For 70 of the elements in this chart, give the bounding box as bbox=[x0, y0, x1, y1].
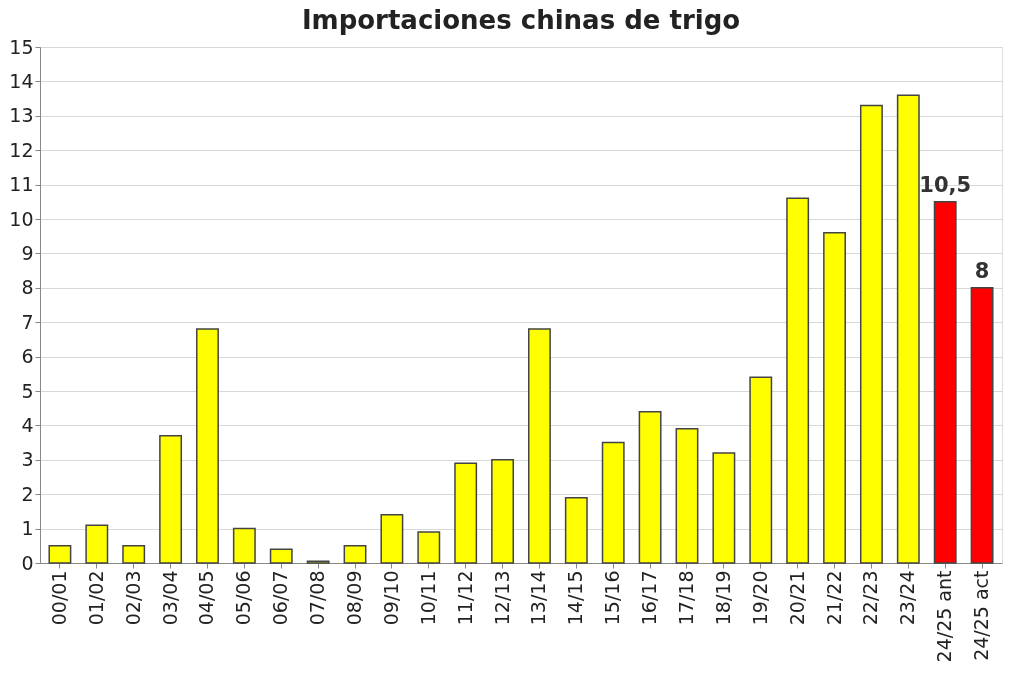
bar bbox=[638, 410, 662, 564]
bar bbox=[232, 527, 256, 564]
bar bbox=[601, 441, 625, 564]
y-tick-label: 15 bbox=[9, 35, 34, 58]
x-tick-label: 23/24 bbox=[896, 570, 919, 626]
bar bbox=[859, 104, 883, 564]
y-tick-label: 10 bbox=[9, 207, 34, 230]
bar bbox=[343, 545, 367, 564]
x-tick-label: 20/21 bbox=[785, 570, 808, 626]
y-tick-label: 7 bbox=[21, 310, 34, 333]
y-tick-label: 5 bbox=[21, 379, 34, 402]
x-tick-label: 02/03 bbox=[121, 570, 144, 626]
y-tick-label: 9 bbox=[21, 241, 34, 264]
y-tick-label: 4 bbox=[21, 413, 34, 436]
x-tick-label: 07/08 bbox=[306, 570, 329, 626]
y-tick-label: 2 bbox=[21, 482, 34, 505]
bar bbox=[48, 545, 72, 564]
x-tick-label: 21/22 bbox=[822, 570, 845, 626]
bar bbox=[159, 434, 183, 564]
x-tick-label: 22/23 bbox=[859, 570, 882, 626]
bar bbox=[970, 287, 994, 564]
y-tick-label: 12 bbox=[9, 138, 34, 161]
x-tick-label: 24/25 act bbox=[970, 570, 993, 661]
y-tick-label: 8 bbox=[21, 276, 34, 299]
y-tick-label: 13 bbox=[9, 104, 34, 127]
x-tick-label: 16/17 bbox=[638, 570, 661, 626]
bar bbox=[749, 376, 773, 564]
bar bbox=[933, 201, 957, 564]
x-tick-label: 10/11 bbox=[416, 570, 439, 626]
y-tick-label: 14 bbox=[9, 69, 34, 92]
bar bbox=[417, 531, 441, 564]
bar bbox=[823, 232, 846, 564]
y-tick-label: 3 bbox=[21, 448, 34, 471]
x-tick-label: 06/07 bbox=[269, 570, 292, 626]
bar bbox=[122, 545, 146, 564]
bar bbox=[786, 197, 810, 564]
x-tick-label: 04/05 bbox=[195, 570, 218, 626]
bar bbox=[454, 462, 478, 564]
x-tick-label: 18/19 bbox=[711, 570, 734, 626]
bar bbox=[269, 548, 293, 564]
x-tick-label: 17/18 bbox=[674, 570, 697, 626]
y-tick-label: 6 bbox=[21, 345, 34, 368]
bar bbox=[712, 452, 736, 564]
bar bbox=[491, 459, 514, 564]
data-label: 10,5 bbox=[919, 172, 972, 197]
chart-title: Importaciones chinas de trigo bbox=[301, 5, 741, 35]
x-tick-label: 15/16 bbox=[601, 570, 624, 626]
y-tick-label: 1 bbox=[21, 517, 34, 540]
x-tick-label: 09/10 bbox=[379, 570, 402, 626]
bar bbox=[675, 428, 699, 564]
bar bbox=[564, 496, 588, 564]
x-tick-label: 00/01 bbox=[47, 570, 70, 626]
x-tick-label: 01/02 bbox=[84, 570, 107, 626]
bar bbox=[85, 524, 109, 564]
bar bbox=[380, 514, 404, 564]
x-tick-label: 12/13 bbox=[490, 570, 513, 626]
x-tick-label: 19/20 bbox=[748, 570, 771, 626]
x-tick-label: 11/12 bbox=[453, 570, 476, 626]
bar bbox=[196, 328, 219, 564]
y-tick-label: 0 bbox=[21, 551, 34, 574]
x-tick-label: 05/06 bbox=[232, 570, 255, 626]
bar bbox=[896, 94, 920, 564]
x-tick-label: 24/25 ant bbox=[933, 570, 956, 663]
x-tick-label: 13/14 bbox=[527, 570, 550, 626]
x-tick-label: 08/09 bbox=[343, 570, 366, 626]
y-tick-label: 11 bbox=[9, 173, 34, 196]
data-label: 8 bbox=[974, 258, 990, 283]
x-tick-label: 03/04 bbox=[158, 570, 181, 626]
x-tick-label: 14/15 bbox=[564, 570, 587, 626]
bar bbox=[528, 328, 551, 564]
